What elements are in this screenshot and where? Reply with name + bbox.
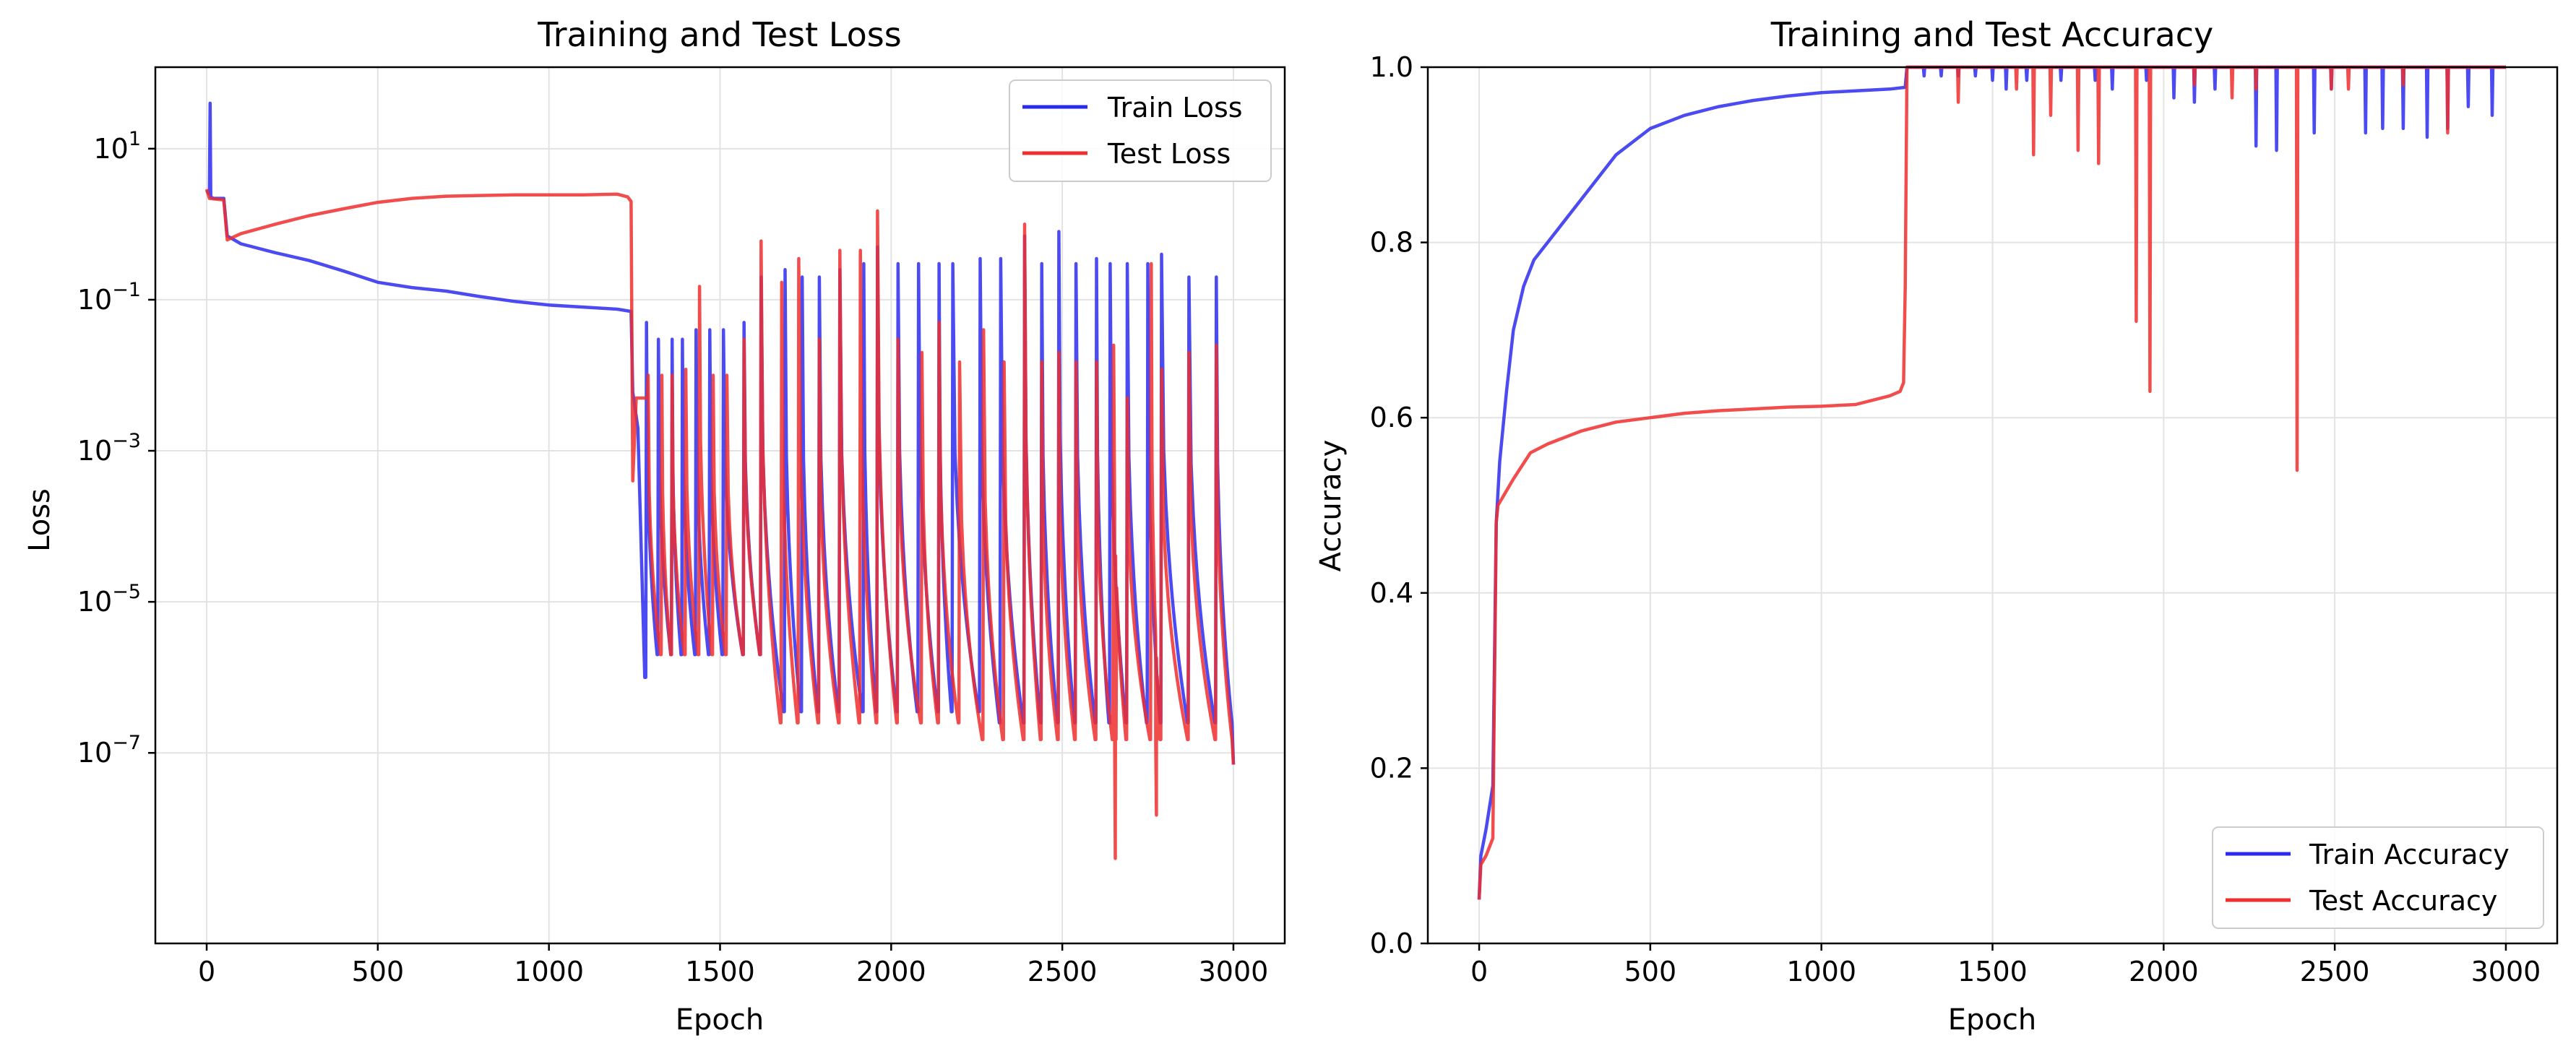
train-accuracy-legend-label: Train Accuracy [2309,839,2510,870]
test-loss-line [204,189,1236,860]
accuracy-y-axis-label: Accuracy [1314,440,1348,572]
x-tick-label: 1500 [685,956,755,987]
loss-legend: Train Loss Test Loss [1009,79,1272,182]
y-tick-base: 10 [77,737,112,769]
x-tick-label: 3000 [1199,956,1269,987]
y-tick-label: 10−5 [77,581,141,618]
x-tick-label: 3000 [2471,956,2541,987]
loss-chart-title: Training and Test Loss [537,15,901,54]
x-tick-label: 1000 [1786,956,1856,987]
loss-x-axis-label: Epoch [676,1003,764,1037]
x-tick-label: 0 [198,956,215,987]
y-tick-label: 1.0 [1370,51,1413,83]
accuracy-panel: 0 500 1000 1500 2000 2500 3000 0.0 0.2 0.4 0.6 0.8… [1314,15,2559,1037]
x-tick-label: 2000 [856,956,926,987]
accuracy-legend: Train Accuracy Test Accuracy [2212,826,2544,929]
y-tick-label: 0.0 [1370,928,1413,959]
y-tick-exponent: −3 [112,430,141,452]
test-loss-legend-label: Test Loss [1107,138,1231,170]
x-tick-label: 0 [1470,956,1488,987]
y-tick-label: 10−7 [77,732,141,769]
x-tick-label: 1500 [1957,956,2028,987]
accuracy-legend-box [2212,826,2544,929]
accuracy-x-ticks: 0 500 1000 1500 2000 2500 3000 [1470,943,2541,987]
y-tick-label: 0.8 [1370,227,1413,259]
y-tick-exponent: −1 [112,279,141,301]
y-tick-exponent: 1 [129,128,141,150]
loss-series [204,101,1236,860]
y-tick-exponent: −7 [112,732,141,754]
y-tick-label: 0.2 [1370,752,1413,784]
loss-x-ticks: 0 500 1000 1500 2000 2500 3000 [198,943,1268,987]
accuracy-x-axis-label: Epoch [1948,1003,2036,1037]
test-accuracy-legend-label: Test Accuracy [2309,885,2497,917]
accuracy-y-ticks: 0.0 0.2 0.4 0.6 0.8 1.0 [1370,51,1428,959]
accuracy-grid [1428,66,2557,944]
loss-panel: 0 500 1000 1500 2000 2500 3000 10110−110−310−5… [23,15,1286,1037]
y-tick-base: 10 [77,435,112,467]
accuracy-chart-title: Training and Test Accuracy [1770,15,2214,54]
x-tick-label: 1000 [514,956,584,987]
y-tick-label: 101 [93,128,141,165]
x-tick-label: 2000 [2129,956,2199,987]
y-tick-base: 10 [93,133,128,165]
x-tick-label: 2500 [2300,956,2370,987]
y-tick-exponent: −5 [112,581,141,603]
y-tick-label: 0.6 [1370,402,1413,433]
x-tick-label: 500 [1624,956,1677,987]
y-tick-base: 10 [77,586,112,618]
y-tick-label: 10−1 [77,279,141,316]
x-tick-label: 500 [352,956,405,987]
y-tick-base: 10 [77,284,112,316]
x-tick-label: 2500 [1028,956,1098,987]
train-loss-legend-label: Train Loss [1107,92,1243,124]
y-tick-label: 10−3 [77,430,141,467]
y-tick-label: 0.4 [1370,577,1413,609]
loss-y-axis-label: Loss [23,488,56,552]
